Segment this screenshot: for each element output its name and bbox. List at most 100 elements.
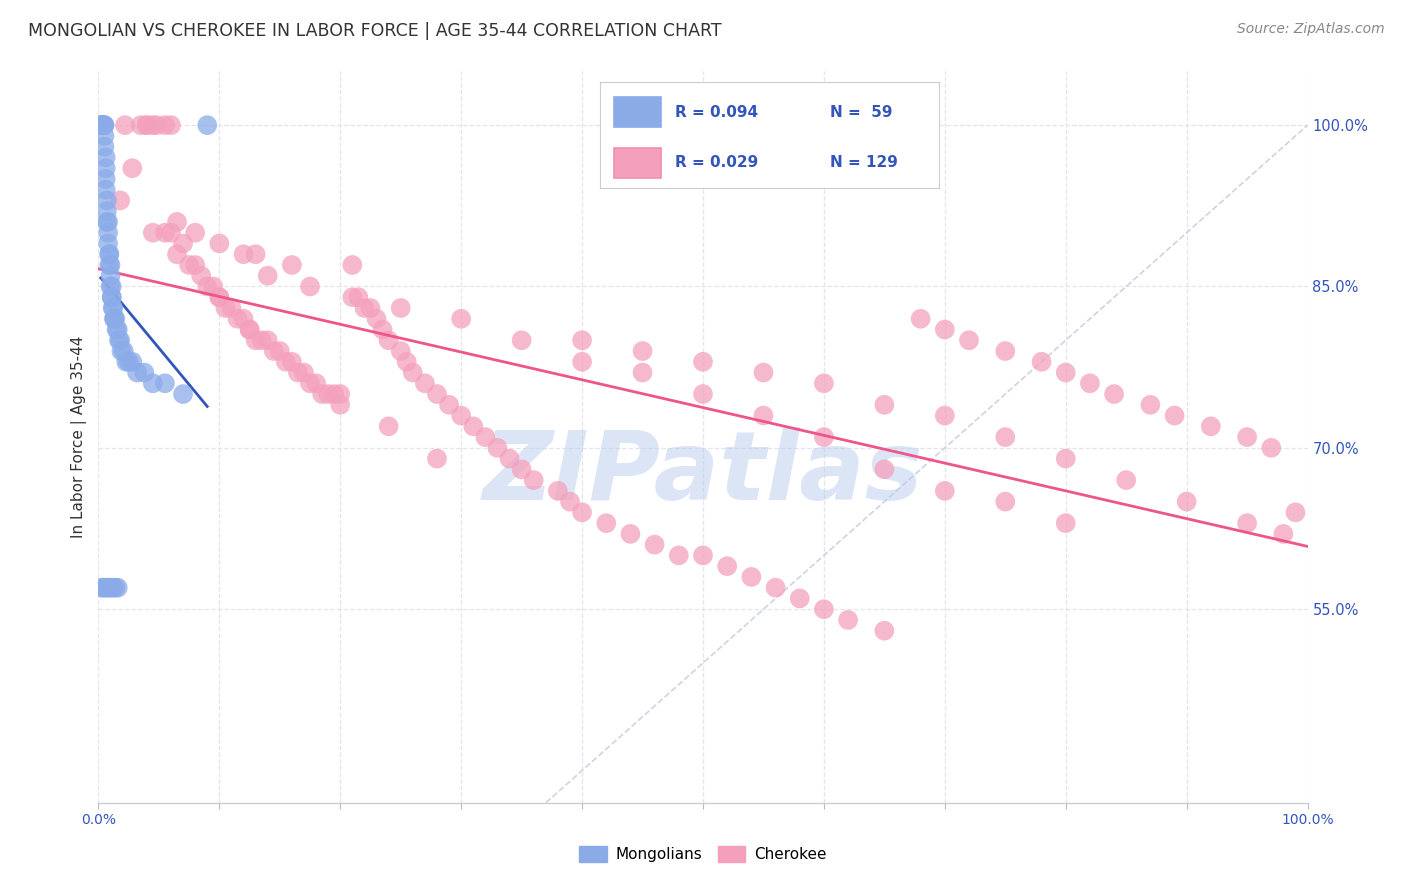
Point xyxy=(668,549,690,563)
Point xyxy=(245,247,267,261)
Point xyxy=(1139,398,1161,412)
Point xyxy=(474,430,496,444)
Point xyxy=(94,150,117,164)
Point xyxy=(250,333,273,347)
Point xyxy=(121,355,143,369)
Point xyxy=(619,527,641,541)
Text: MONGOLIAN VS CHEROKEE IN LABOR FORCE | AGE 35-44 CORRELATION CHART: MONGOLIAN VS CHEROKEE IN LABOR FORCE | A… xyxy=(28,22,721,40)
Point xyxy=(232,311,254,326)
Point xyxy=(112,344,135,359)
Point xyxy=(274,355,297,369)
Point xyxy=(1260,441,1282,455)
Point xyxy=(91,581,114,595)
Point xyxy=(145,118,167,132)
Point xyxy=(97,226,120,240)
Point xyxy=(510,462,533,476)
Point xyxy=(644,538,666,552)
Point xyxy=(172,387,194,401)
Point xyxy=(91,118,114,132)
Point xyxy=(129,118,152,132)
Point xyxy=(101,301,124,315)
Point xyxy=(93,139,115,153)
Point xyxy=(98,258,121,272)
Point xyxy=(101,301,124,315)
Point xyxy=(94,161,117,176)
Point xyxy=(108,333,131,347)
Point xyxy=(121,161,143,176)
Point xyxy=(329,398,352,412)
Legend: Mongolians, Cherokee: Mongolians, Cherokee xyxy=(574,840,832,868)
Point xyxy=(371,322,394,336)
Point xyxy=(1102,387,1125,401)
Point xyxy=(765,581,787,595)
Point xyxy=(426,387,449,401)
Point xyxy=(97,236,120,251)
Point xyxy=(571,355,593,369)
Point xyxy=(413,376,436,391)
Point xyxy=(256,333,278,347)
Point xyxy=(1199,419,1222,434)
Point xyxy=(160,118,183,132)
Point xyxy=(115,355,138,369)
Point xyxy=(98,247,121,261)
Point xyxy=(1054,516,1077,530)
Point xyxy=(1163,409,1185,423)
Point xyxy=(127,366,149,380)
Point xyxy=(214,301,236,315)
Point xyxy=(1031,355,1053,369)
Point xyxy=(1054,451,1077,466)
Point xyxy=(91,118,114,132)
Point xyxy=(172,236,194,251)
Point xyxy=(239,322,262,336)
Point xyxy=(1078,376,1101,391)
Point xyxy=(103,311,125,326)
Point xyxy=(97,215,120,229)
Point xyxy=(263,344,285,359)
Point xyxy=(311,387,333,401)
Point xyxy=(287,366,309,380)
Point xyxy=(813,376,835,391)
Point xyxy=(100,258,122,272)
Point xyxy=(91,118,114,132)
Point xyxy=(256,268,278,283)
Point xyxy=(498,451,520,466)
Point xyxy=(1236,430,1258,444)
Point xyxy=(316,387,339,401)
Point xyxy=(558,494,581,508)
Point xyxy=(90,118,112,132)
Point xyxy=(692,549,714,563)
Point xyxy=(184,258,207,272)
Point xyxy=(426,451,449,466)
Point xyxy=(93,128,115,143)
Point xyxy=(108,333,131,347)
Point xyxy=(100,290,122,304)
Point xyxy=(692,387,714,401)
Point xyxy=(91,118,114,132)
Point xyxy=(1236,516,1258,530)
Point xyxy=(110,344,132,359)
Point xyxy=(789,591,811,606)
Point xyxy=(813,430,835,444)
Point xyxy=(208,236,231,251)
Point xyxy=(135,118,157,132)
Point xyxy=(934,322,956,336)
Point xyxy=(98,247,121,261)
Point xyxy=(93,118,115,132)
Point xyxy=(571,333,593,347)
Point xyxy=(135,118,157,132)
Point xyxy=(752,366,775,380)
Point xyxy=(134,366,156,380)
Point xyxy=(389,301,412,315)
Point xyxy=(202,279,225,293)
Point xyxy=(571,505,593,519)
Point xyxy=(195,118,218,132)
Point xyxy=(153,118,176,132)
Point xyxy=(342,290,364,304)
Point xyxy=(208,290,231,304)
Point xyxy=(305,376,328,391)
Point xyxy=(91,118,114,132)
Point xyxy=(450,311,472,326)
Point xyxy=(281,355,304,369)
Point xyxy=(153,376,176,391)
Point xyxy=(1115,473,1137,487)
